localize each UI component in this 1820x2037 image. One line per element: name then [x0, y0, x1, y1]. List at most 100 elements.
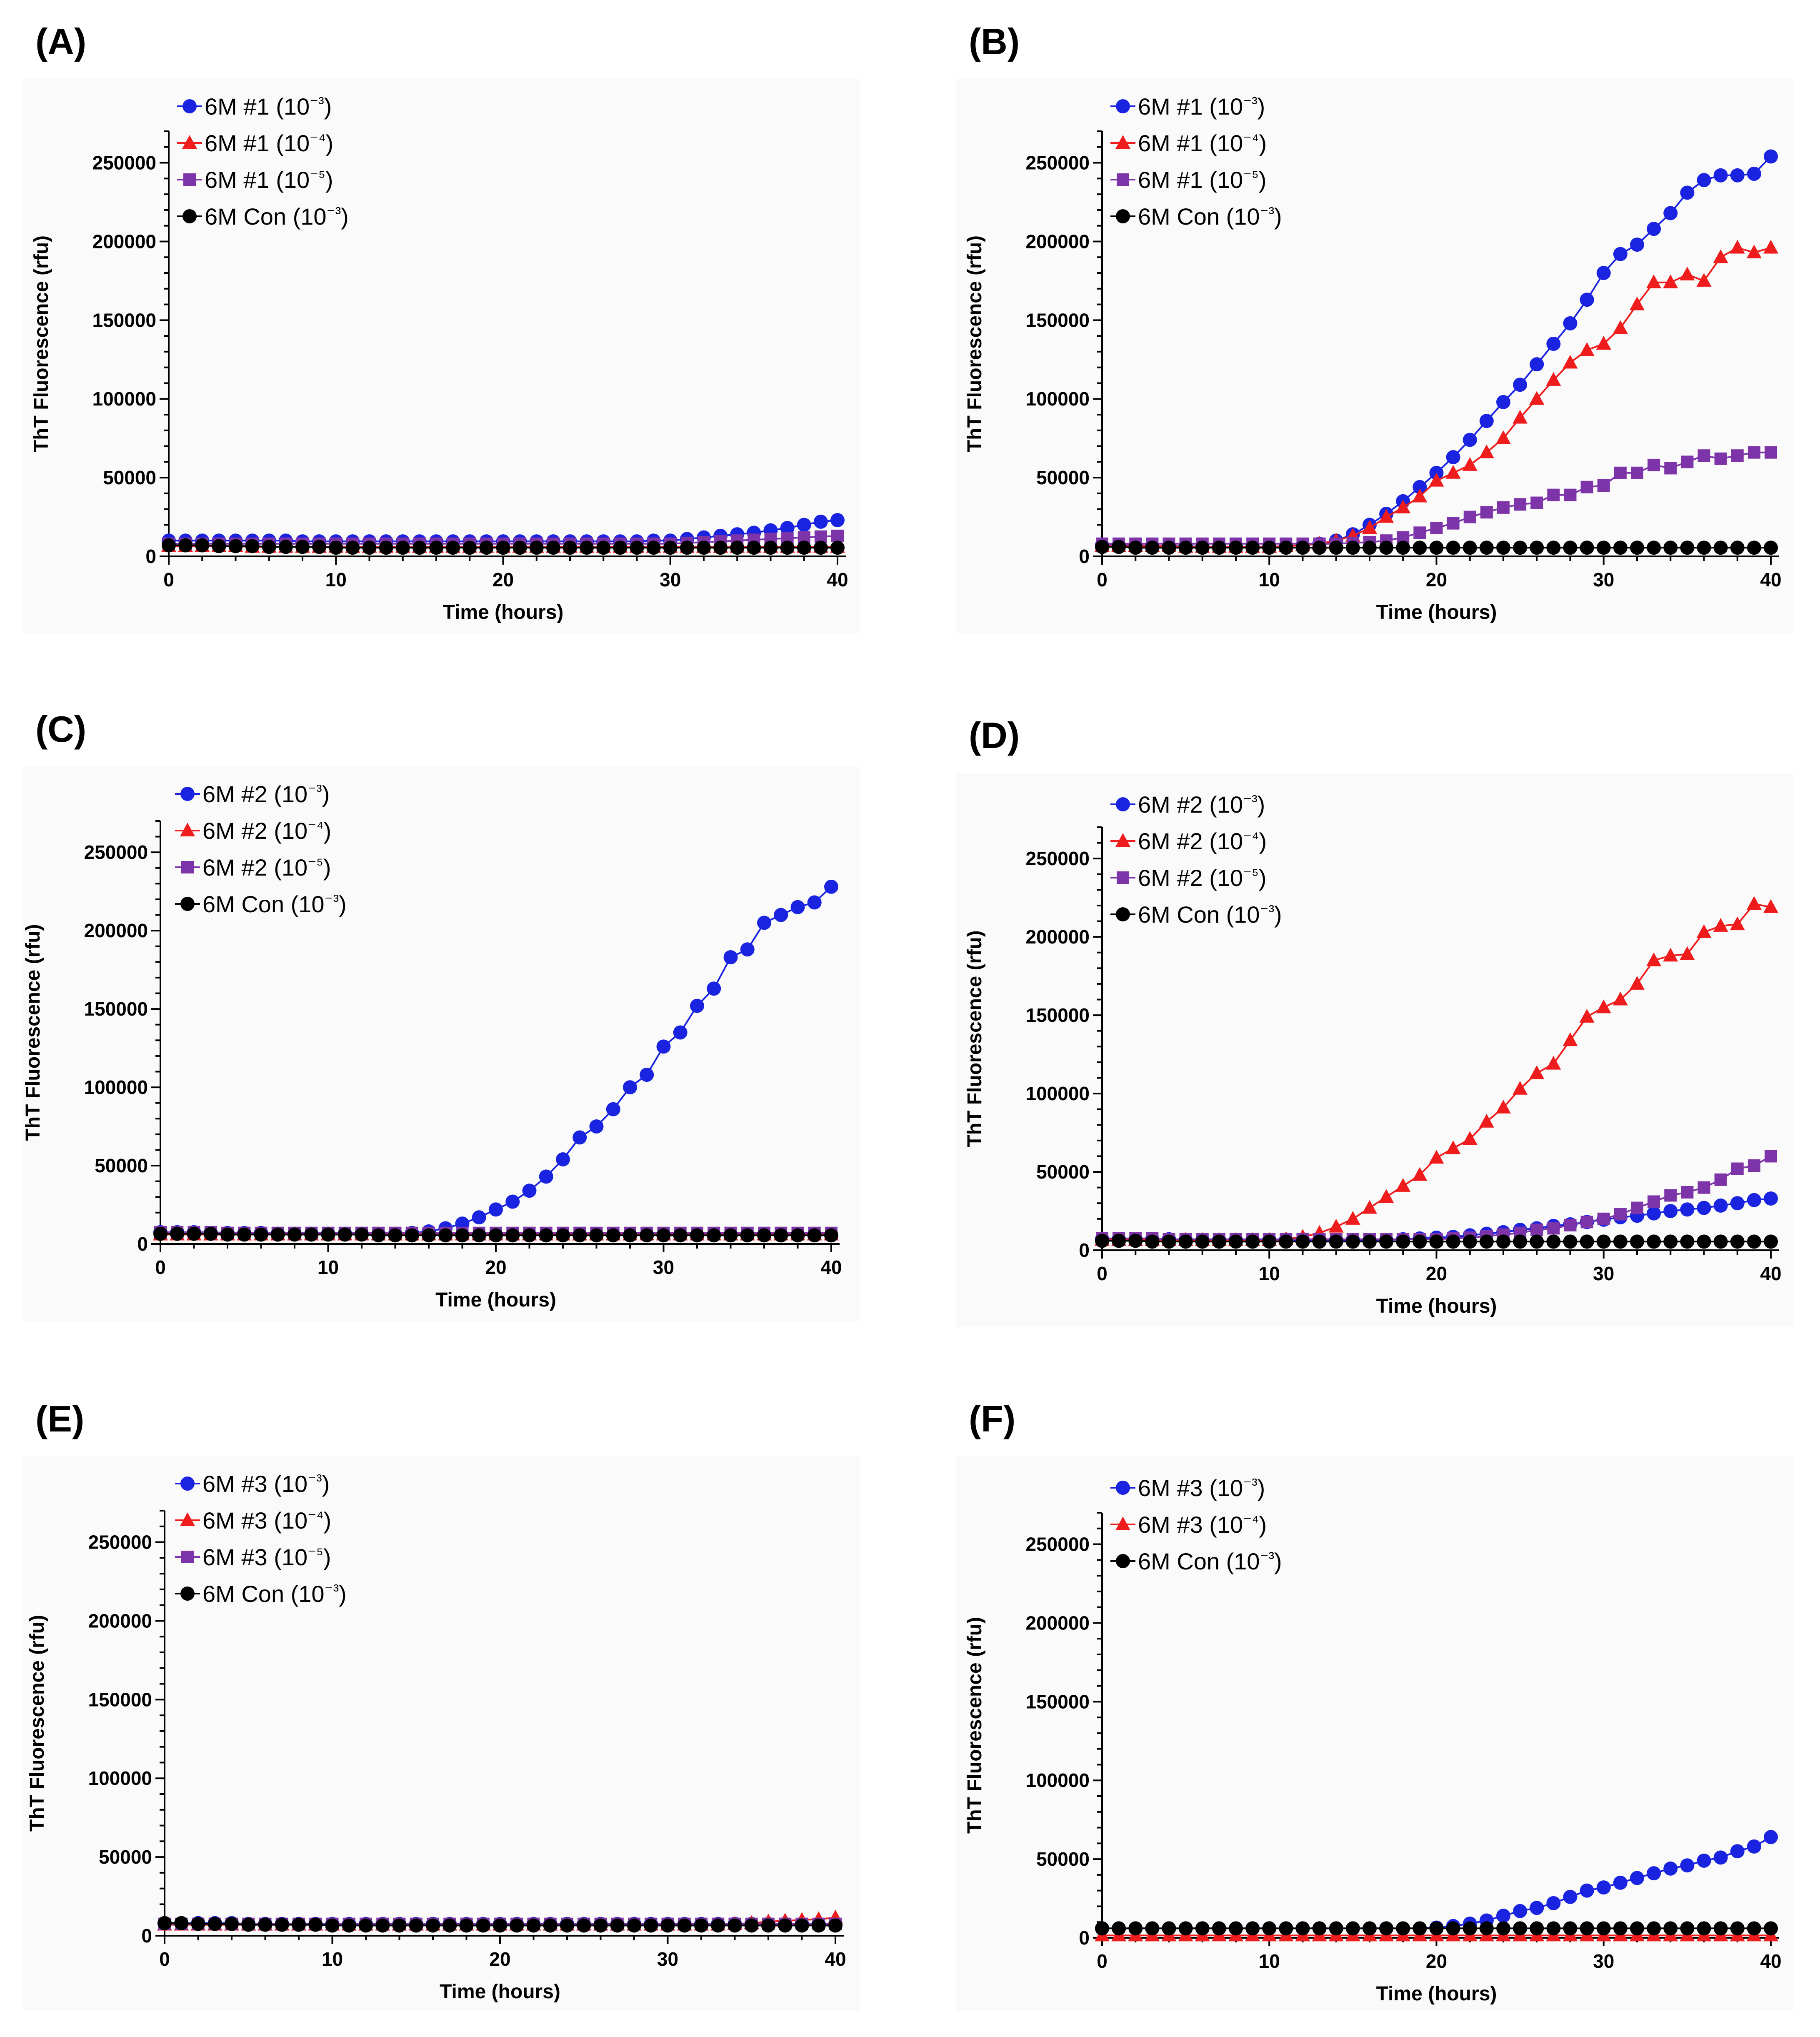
data-point: [1580, 541, 1594, 555]
data-point: [1279, 541, 1293, 555]
data-point: [1412, 1921, 1427, 1936]
data-point: [1480, 506, 1493, 519]
data-point: [375, 1918, 390, 1933]
data-point: [1680, 1234, 1695, 1249]
legend-entry: 6M Con (10⁻³): [1110, 1548, 1282, 1574]
data-point: [1396, 1234, 1410, 1249]
data-point: [1564, 488, 1577, 501]
data-point: [1663, 541, 1678, 555]
data-point: [627, 1918, 641, 1933]
legend-label: 6M #2 (10⁻⁵): [202, 854, 331, 881]
data-point: [170, 1226, 185, 1241]
data-point: [1362, 1234, 1377, 1249]
data-point: [1445, 1140, 1461, 1154]
data-point: [1663, 1204, 1678, 1219]
data-point: [1730, 541, 1745, 555]
data-point: [1647, 541, 1661, 555]
data-point: [355, 1227, 369, 1242]
data-point: [740, 1228, 755, 1243]
legend-entry: 6M #2 (10⁻⁴): [1110, 828, 1267, 854]
data-point: [546, 541, 560, 555]
data-point: [1763, 240, 1778, 254]
data-point: [606, 1228, 620, 1243]
data-point: [208, 1917, 222, 1931]
legend-marker: [1116, 907, 1130, 921]
legend-marker: [1115, 135, 1130, 149]
data-point: [1547, 488, 1560, 501]
data-point: [543, 1918, 558, 1933]
data-point: [1396, 541, 1410, 555]
x-tick-label: 30: [660, 569, 681, 591]
data-point: [459, 1918, 474, 1933]
data-point: [757, 1228, 771, 1243]
data-point: [613, 541, 628, 555]
data-point: [797, 518, 811, 532]
data-point: [677, 1918, 692, 1933]
data-point: [1379, 1189, 1394, 1203]
data-point: [254, 1227, 268, 1242]
x-axis-title: Time (hours): [1376, 601, 1497, 623]
data-point: [1496, 395, 1510, 409]
y-tick-label: 50000: [99, 1846, 152, 1868]
legend-marker: [181, 1551, 194, 1563]
x-tick-label: 40: [1760, 1950, 1781, 1972]
data-point: [1579, 1008, 1595, 1023]
panel-label: (C): [35, 708, 86, 750]
x-axis-title: Time (hours): [1376, 1295, 1497, 1317]
data-point: [1312, 1234, 1327, 1249]
data-point: [1530, 1901, 1544, 1915]
legend-marker: [182, 99, 197, 113]
data-point: [395, 541, 410, 555]
data-point: [1546, 1234, 1561, 1249]
data-point: [1663, 274, 1678, 288]
data-point: [1496, 541, 1510, 555]
data-point: [1295, 1234, 1310, 1249]
x-axis-title: Time (hours): [440, 1981, 560, 2003]
data-point: [1731, 449, 1744, 462]
data-point: [479, 541, 494, 555]
data-point: [158, 1916, 172, 1930]
legend-label: 6M #2 (10⁻⁵): [1138, 865, 1267, 891]
data-point: [728, 1918, 742, 1933]
data-point: [304, 1227, 319, 1242]
data-point: [1697, 1234, 1711, 1249]
x-tick-label: 40: [1760, 569, 1781, 591]
y-axis-title: ThT Fluorescence (rfu): [30, 235, 52, 452]
data-point: [1614, 466, 1627, 479]
data-point: [429, 541, 443, 555]
data-point: [828, 1918, 842, 1933]
legend-label: 6M Con (10⁻³): [202, 1581, 347, 1607]
data-point: [529, 541, 544, 555]
data-point: [1514, 498, 1527, 511]
data-point: [1747, 541, 1761, 555]
data-point: [1095, 1921, 1109, 1936]
data-point: [1747, 1234, 1761, 1249]
data-point: [412, 541, 427, 555]
data-point: [560, 1918, 574, 1933]
legend-entry: 6M #3 (10⁻⁴): [175, 1507, 331, 1534]
data-point: [1195, 1921, 1210, 1936]
data-point: [1613, 541, 1628, 555]
legend-marker: [1116, 797, 1130, 811]
legend-label: 6M Con (10⁻³): [1138, 901, 1282, 928]
data-point: [187, 1226, 201, 1241]
data-point: [422, 1228, 436, 1243]
data-point: [1395, 499, 1411, 513]
data-point: [623, 1080, 637, 1095]
data-point: [1630, 976, 1645, 990]
y-tick-label: 250000: [92, 152, 157, 174]
data-point: [757, 916, 771, 930]
data-point: [212, 539, 226, 553]
legend-marker: [183, 173, 196, 186]
chart-panel-b: (B) 0 50000 100000 150000 200000 250000 0 10 20 30…: [956, 21, 1794, 633]
data-point: [1178, 1234, 1193, 1249]
y-tick-label: 0: [1079, 1927, 1090, 1949]
data-point: [707, 981, 721, 996]
data-point: [1562, 1032, 1578, 1046]
chart-panel-e: (E) 0 50000 100000 150000 200000 250000 0 10 20 30…: [23, 1398, 860, 2011]
data-point: [707, 1228, 721, 1243]
data-point: [747, 541, 761, 555]
x-tick-label: 0: [163, 569, 174, 591]
data-point: [1446, 1234, 1460, 1249]
data-point: [593, 1918, 608, 1933]
